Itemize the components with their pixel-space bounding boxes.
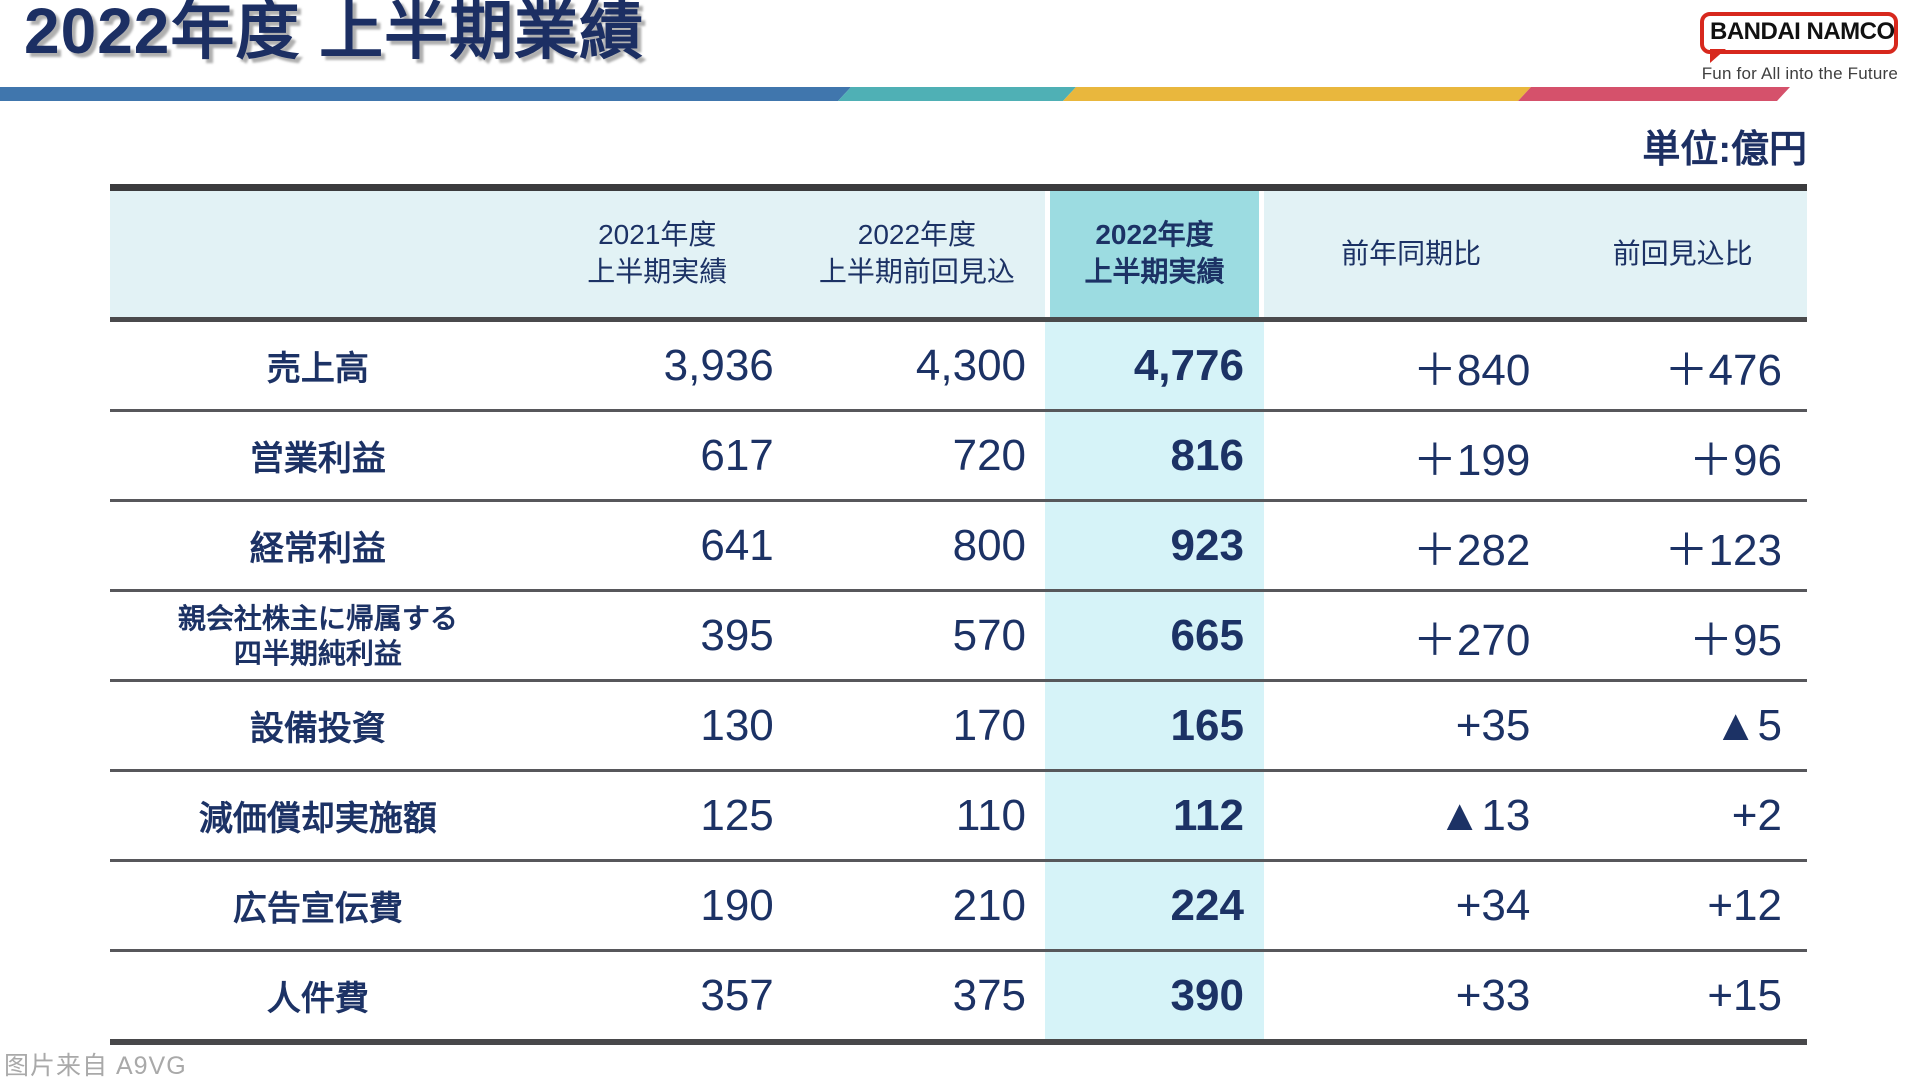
- header-line: 前回見込比: [1612, 237, 1753, 269]
- header-row-label-column: [110, 191, 526, 317]
- row-label: 親会社株主に帰属する 四半期純利益: [110, 592, 526, 679]
- cell-fy2021: 641: [700, 520, 774, 570]
- cell-yoy: ＋199: [1412, 435, 1531, 485]
- row-label-line: 四半期純利益: [233, 637, 402, 669]
- unit-label: 単位:億円: [1642, 129, 1807, 171]
- cell-fy2022-actual: 816: [1045, 412, 1264, 499]
- cell-vs-forecast: ＋123: [1664, 525, 1782, 575]
- table-row-net-sales: 売上高 3,936 4,300 4,776 ＋840 ＋476: [110, 322, 1807, 412]
- cell-forecast: 110: [955, 790, 1027, 840]
- cell-forecast: 170: [952, 700, 1027, 750]
- cell-yoy: ＋282: [1412, 525, 1531, 575]
- row-label: 経常利益: [249, 530, 386, 568]
- header-fy2021-h1-actual: 2021年度 上半期実績: [526, 191, 789, 317]
- header-fy2022-h1-actual: 2022年度 上半期実績: [1045, 191, 1264, 317]
- cell-fy2021: 130: [700, 700, 774, 750]
- row-label: 広告宣伝費: [232, 890, 403, 928]
- table-row-ordinary-profit: 経常利益 641 800 923 ＋282 ＋123: [110, 502, 1807, 592]
- cell-forecast: 210: [952, 880, 1027, 930]
- cell-forecast: 4,300: [915, 340, 1027, 390]
- cell-fy2022-actual: 165: [1045, 682, 1264, 769]
- cell-forecast: 720: [952, 430, 1027, 480]
- cell-forecast: 800: [952, 520, 1027, 570]
- header-line: 上半期前回見込: [818, 256, 1015, 287]
- row-label-line: 親会社株主に帰属する: [177, 602, 458, 634]
- header-line: 上半期実績: [587, 256, 728, 287]
- cell-yoy: +34: [1455, 880, 1531, 930]
- cell-fy2021: 3,936: [663, 340, 774, 390]
- cell-fy2022-actual: 665: [1045, 592, 1264, 679]
- cell-fy2021: 357: [700, 970, 774, 1020]
- accent-stripe: [0, 87, 1790, 101]
- cell-forecast: 570: [952, 610, 1027, 660]
- table-row-advertising-expenses: 広告宣伝費 190 210 224 +34 +12: [110, 862, 1807, 952]
- cell-vs-forecast: ＋95: [1689, 615, 1782, 665]
- row-label: 売上高: [266, 350, 369, 388]
- row-label: 人件費: [266, 980, 369, 1018]
- cell-vs-forecast: +15: [1707, 970, 1782, 1020]
- cell-fy2021: 125: [700, 790, 774, 840]
- cell-vs-forecast: ＋476: [1664, 345, 1782, 395]
- stripe-segment-yellow: [1063, 87, 1531, 101]
- header-line: 上半期実績: [1084, 256, 1225, 287]
- cell-yoy: ▲13: [1437, 790, 1531, 840]
- header-yoy-change: 前年同期比: [1264, 191, 1558, 317]
- cell-fy2021: 190: [700, 880, 774, 930]
- row-label: 営業利益: [249, 440, 386, 478]
- table-row-operating-profit: 営業利益 617 720 816 ＋199 ＋96: [110, 412, 1807, 502]
- page-title: 2022年度 上半期業績: [24, 0, 645, 67]
- cell-vs-forecast: ▲5: [1713, 700, 1782, 750]
- row-label: 減価償却実施額: [198, 800, 437, 838]
- cell-fy2022-actual: 224: [1045, 862, 1264, 949]
- watermark: 图片来自 A9VG: [4, 1052, 187, 1080]
- logo-tagline: Fun for All into the Future: [1701, 64, 1898, 83]
- header-fy2022-h1-prev-forecast: 2022年度 上半期前回見込: [789, 191, 1045, 317]
- cell-vs-forecast: +2: [1731, 790, 1782, 840]
- logo-speech-bubble-tail-icon: [1710, 49, 1726, 63]
- stripe-segment-blue: [0, 87, 851, 101]
- header-line: 2021年度: [598, 219, 717, 251]
- stripe-segment-pink: [1518, 87, 1790, 101]
- logo-wordmark: BANDAI NAMCO: [1700, 12, 1898, 54]
- bandai-namco-logo: BANDAI NAMCO Fun for All into the Future: [1700, 12, 1898, 84]
- header-line: 2022年度: [1095, 219, 1214, 251]
- stripe-segment-teal: [838, 87, 1076, 101]
- cell-fy2021: 395: [700, 610, 774, 660]
- table-row-quarterly-net-profit: 親会社株主に帰属する 四半期純利益 395 570 665 ＋270 ＋95: [110, 592, 1807, 682]
- cell-fy2022-actual: 4,776: [1045, 322, 1264, 409]
- cell-fy2021: 617: [700, 430, 774, 480]
- cell-vs-forecast: +12: [1707, 880, 1782, 930]
- cell-fy2022-actual: 390: [1045, 952, 1264, 1039]
- row-label: 設備投資: [249, 710, 386, 748]
- cell-forecast: 375: [952, 970, 1027, 1020]
- cell-yoy: ＋270: [1412, 615, 1531, 665]
- results-table: 2021年度 上半期実績 2022年度 上半期前回見込 2022年度 上半期実績…: [110, 184, 1807, 1045]
- table-row-depreciation: 減価償却実施額 125 110 112 ▲13 +2: [110, 772, 1807, 862]
- cell-yoy: ＋840: [1412, 345, 1531, 395]
- header-vs-forecast-change: 前回見込比: [1558, 191, 1807, 317]
- header-line: 2022年度: [857, 219, 977, 251]
- header-line: 前年同期比: [1341, 237, 1482, 269]
- cell-vs-forecast: ＋96: [1689, 435, 1782, 485]
- cell-yoy: +35: [1455, 700, 1531, 750]
- table-row-personnel-expenses: 人件費 357 375 390 +33 +15: [110, 952, 1807, 1045]
- cell-yoy: +33: [1455, 970, 1531, 1020]
- table-header-row: 2021年度 上半期実績 2022年度 上半期前回見込 2022年度 上半期実績…: [110, 184, 1807, 322]
- cell-fy2022-actual: 112: [1045, 772, 1264, 859]
- cell-fy2022-actual: 923: [1045, 502, 1264, 589]
- table-row-capital-expenditure: 設備投資 130 170 165 +35 ▲5: [110, 682, 1807, 772]
